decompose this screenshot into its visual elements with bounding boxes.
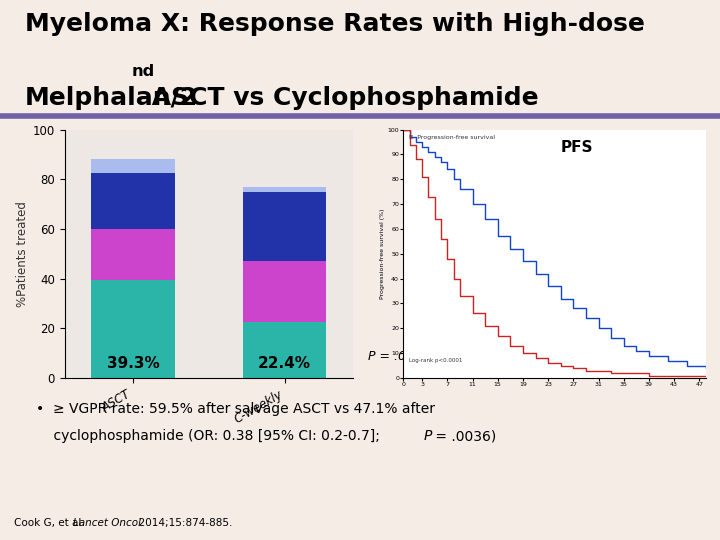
- Text: 22.4%: 22.4%: [258, 355, 311, 370]
- Bar: [91, 229, 175, 280]
- Text: = .0036): = .0036): [431, 429, 496, 443]
- Bar: [243, 261, 326, 322]
- Text: . 2014;15:874-885.: . 2014;15:874-885.: [132, 518, 232, 529]
- Text: Lancet Oncol: Lancet Oncol: [73, 518, 141, 529]
- Text: cyclophosphamide (OR: 0.38 [95% CI: 0.2-0.7];: cyclophosphamide (OR: 0.38 [95% CI: 0.2-…: [36, 429, 384, 443]
- Bar: [243, 192, 326, 261]
- Bar: [243, 322, 326, 378]
- Text: P = .012: P = .012: [368, 350, 422, 363]
- Bar: [91, 280, 175, 378]
- Text: nd: nd: [132, 64, 155, 79]
- Y-axis label: %Patients treated: %Patients treated: [16, 201, 29, 307]
- Text: ASCT vs Cyclophosphamide: ASCT vs Cyclophosphamide: [143, 85, 538, 110]
- Legend: sCR/CR, VGPR, PR, SD: sCR/CR, VGPR, PR, SD: [470, 131, 534, 195]
- Bar: [91, 159, 175, 173]
- Text: 39.3%: 39.3%: [107, 355, 159, 370]
- Text: PFS: PFS: [560, 139, 593, 154]
- Text: •  ≥ VGPR rate: 59.5% after salvage ASCT vs 47.1% after: • ≥ VGPR rate: 59.5% after salvage ASCT …: [36, 402, 435, 416]
- Bar: [243, 187, 326, 192]
- Text: Melphalan/2: Melphalan/2: [25, 85, 198, 110]
- Bar: [91, 173, 175, 229]
- Text: Log-rank p<0.0001: Log-rank p<0.0001: [409, 358, 463, 363]
- Y-axis label: Progression-free survival (%): Progression-free survival (%): [379, 208, 384, 299]
- Text: Cook G, et al.: Cook G, et al.: [14, 518, 89, 529]
- Text: B  Progression-free survival: B Progression-free survival: [409, 134, 495, 139]
- Text: Myeloma X: Response Rates with High-dose: Myeloma X: Response Rates with High-dose: [25, 12, 645, 36]
- Text: P: P: [423, 429, 432, 443]
